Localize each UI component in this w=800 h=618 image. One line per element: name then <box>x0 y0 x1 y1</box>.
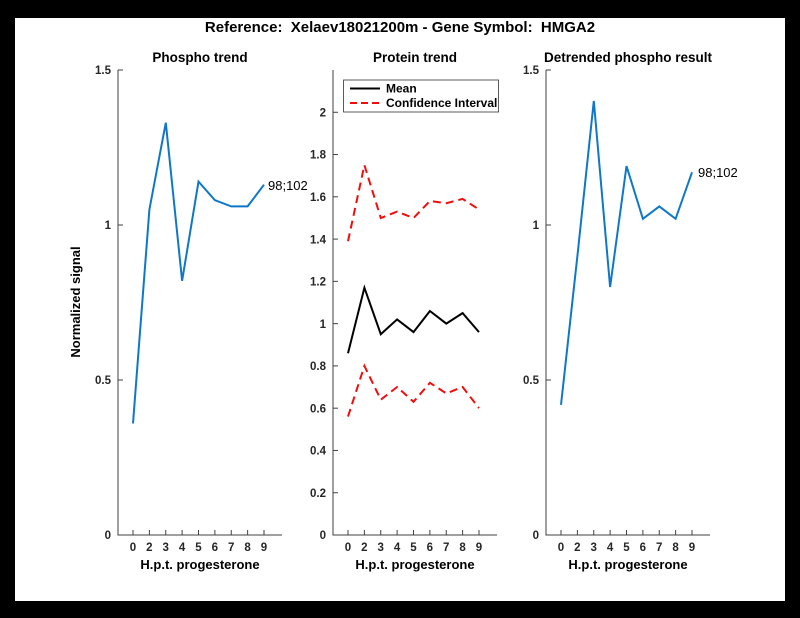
detrended-phospho-plot: 0 2 3 4 5 6 7 8 900.511.5 <box>523 65 710 554</box>
y-tick-label: 0.4 <box>310 446 327 458</box>
x-tick-label: 8 <box>459 542 466 554</box>
legend-ci-label: Confidence Interval <box>386 96 497 110</box>
x-tick-label: 3 <box>378 542 384 554</box>
x-tick-label: 5 <box>410 542 417 554</box>
y-tick-label: 0 <box>105 530 111 542</box>
x-tick-label: 0 <box>345 542 351 554</box>
y-tick-label: 0.6 <box>310 403 326 415</box>
phospho-signal-line <box>132 122 265 424</box>
x-tick-label: 5 <box>623 542 630 554</box>
x-tick-label: 9 <box>476 542 482 554</box>
figure-background <box>15 18 785 601</box>
y-tick-label: 1 <box>533 220 540 232</box>
y-tick-label: 1.8 <box>310 150 327 162</box>
x-tick-label: 2 <box>146 542 152 554</box>
subplot3-x-axis-label: H.p.t. progesterone <box>568 557 687 572</box>
x-tick-label: 4 <box>179 542 186 554</box>
subplot1-x-axis-label: H.p.t. progesterone <box>140 557 259 572</box>
confidence-interval-upper-line <box>347 161 480 242</box>
x-tick-label: 2 <box>574 542 580 554</box>
x-tick-label: 3 <box>591 542 597 554</box>
protein-trend-plot: 0 2 3 4 5 6 7 8 900.20.40.60.811.21.41.61.82 <box>310 70 497 554</box>
y-tick-label: 1.5 <box>523 65 540 77</box>
x-tick-label: 0 <box>130 542 136 554</box>
figure-title: Reference: Xelaev18021200m - Gene Symbol… <box>205 19 595 36</box>
y-axis-label: Normalized signal <box>68 246 83 357</box>
y-tick-label: 0.2 <box>310 488 326 500</box>
subplot2-title: Protein trend <box>373 50 457 65</box>
subplot3-title: Detrended phospho result <box>544 50 713 65</box>
y-tick-label: 1.4 <box>310 234 327 246</box>
y-tick-label: 0.5 <box>95 375 112 387</box>
confidence-interval-lower-line <box>347 363 480 417</box>
x-tick-label: 5 <box>195 542 202 554</box>
x-tick-label: 2 <box>361 542 367 554</box>
legend-mean-label: Mean <box>386 82 417 96</box>
subplot1-title: Phospho trend <box>152 50 247 65</box>
x-tick-label: 3 <box>163 542 169 554</box>
y-tick-label: 0 <box>533 530 539 542</box>
x-tick-label: 7 <box>443 542 449 554</box>
legend: Mean Confidence Interval <box>343 79 499 113</box>
mean-line <box>347 284 480 354</box>
y-tick-label: 1.5 <box>95 65 112 77</box>
y-tick-label: 1.2 <box>310 277 326 289</box>
x-tick-label: 9 <box>261 542 267 554</box>
y-tick-label: 1.6 <box>310 192 326 204</box>
x-tick-label: 8 <box>672 542 679 554</box>
x-tick-label: 4 <box>394 542 401 554</box>
x-tick-label: 6 <box>212 542 218 554</box>
y-tick-label: 0.8 <box>310 361 327 373</box>
x-tick-label: 8 <box>244 542 251 554</box>
x-tick-label: 9 <box>689 542 695 554</box>
subplot2-x-axis-label: H.p.t. progesterone <box>355 557 474 572</box>
x-tick-label: 0 <box>558 542 564 554</box>
y-tick-label: 0 <box>320 530 326 542</box>
x-tick-label: 6 <box>640 542 646 554</box>
x-tick-label: 6 <box>427 542 433 554</box>
y-tick-label: 1 <box>320 319 327 331</box>
legend-box <box>343 79 499 113</box>
subplot3-endpoint-label: 98;102 <box>698 165 738 180</box>
y-tick-label: 2 <box>320 107 326 119</box>
y-tick-label: 1 <box>105 220 112 232</box>
subplot1-endpoint-label: 98;102 <box>268 178 308 193</box>
x-tick-label: 7 <box>228 542 234 554</box>
x-tick-label: 4 <box>607 542 614 554</box>
y-tick-label: 0.5 <box>523 375 540 387</box>
detrended-phospho-signal-line <box>560 100 693 405</box>
phospho-trend-plot: 0 2 3 4 5 6 7 8 900.511.5 <box>95 65 282 554</box>
x-tick-label: 7 <box>656 542 662 554</box>
